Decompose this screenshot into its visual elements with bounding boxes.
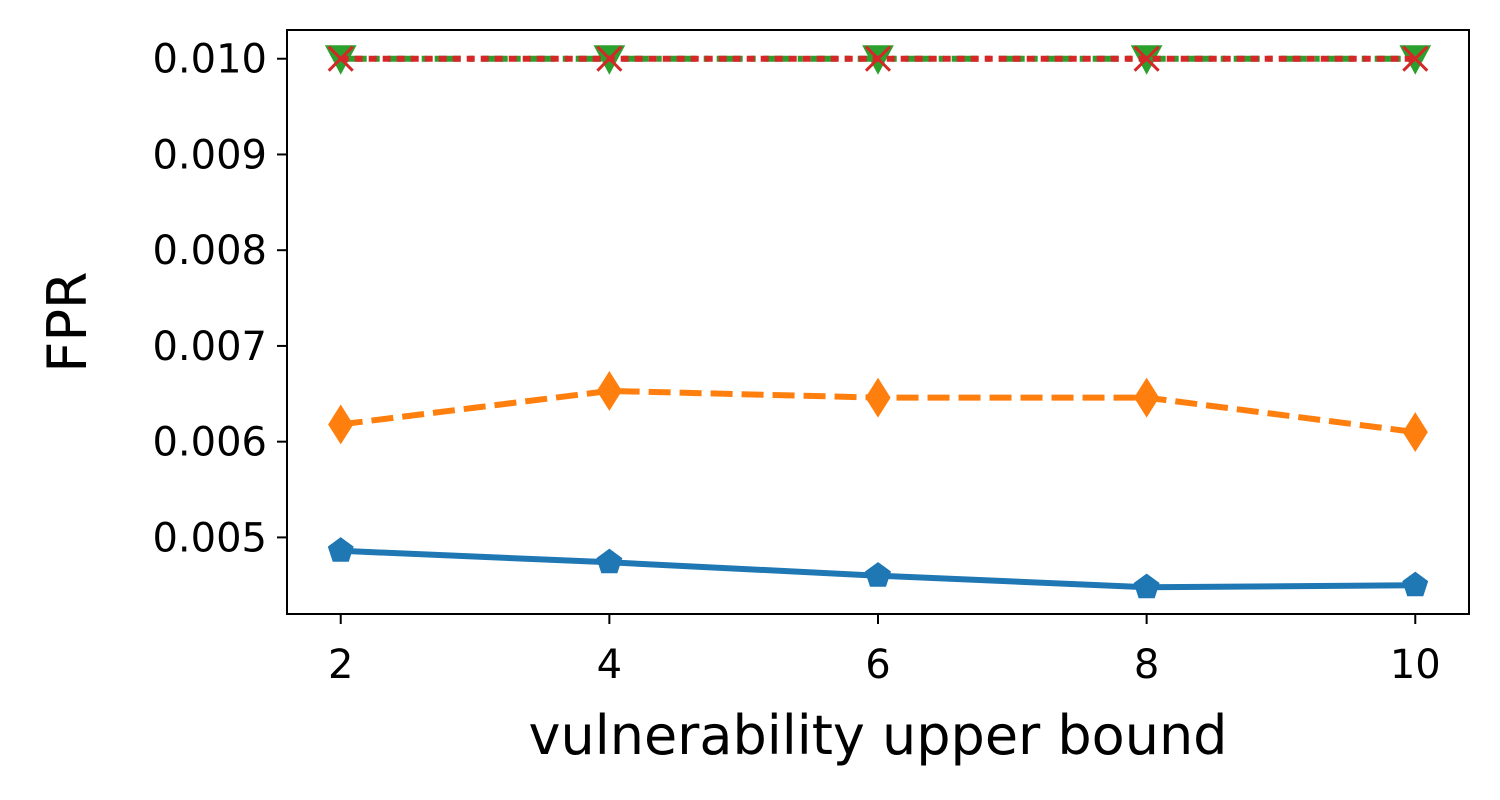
- y-axis-title: FPR: [36, 271, 99, 372]
- data-point-marker: [596, 45, 623, 72]
- data-point-marker: [327, 45, 354, 72]
- x-tick-label: 10: [1390, 642, 1441, 688]
- data-point-marker: [1402, 571, 1429, 597]
- data-point-marker: [328, 404, 354, 445]
- data-point-marker: [1402, 45, 1429, 72]
- x-axis-title: vulnerability upper bound: [529, 704, 1228, 767]
- y-axis-ticks: 0.005 0.006 0.007 0.008 0.009 0.010: [152, 37, 287, 561]
- data-point-marker: [865, 377, 891, 418]
- plot-area-frame: [286, 29, 1470, 615]
- data-point-marker: [1402, 412, 1428, 453]
- series-1: [327, 537, 1429, 599]
- data-point-marker: [864, 45, 892, 72]
- data-point-marker: [596, 370, 622, 411]
- x-axis-ticks: 2 4 6 8 10: [328, 614, 1441, 688]
- data-point-marker: [865, 562, 891, 587]
- data-point-marker: [1133, 573, 1160, 599]
- data-point-marker: [327, 537, 354, 562]
- series-layer: [324, 45, 1432, 599]
- y-tick-label: 0.006: [152, 420, 267, 466]
- series-2: [328, 370, 1428, 453]
- y-tick-label: 0.008: [152, 228, 267, 274]
- series-4: [327, 45, 1429, 72]
- y-tick-label: 0.005: [152, 515, 267, 561]
- data-point-marker: [596, 548, 623, 574]
- data-point-marker: [1134, 377, 1160, 418]
- y-tick-label: 0.010: [152, 37, 267, 83]
- x-tick-label: 8: [1134, 642, 1159, 688]
- y-tick-label: 0.009: [152, 132, 267, 178]
- data-point-marker: [1133, 45, 1160, 72]
- x-tick-label: 4: [597, 642, 622, 688]
- x-tick-label: 6: [865, 642, 890, 688]
- x-tick-label: 2: [328, 642, 353, 688]
- y-tick-label: 0.007: [152, 324, 267, 370]
